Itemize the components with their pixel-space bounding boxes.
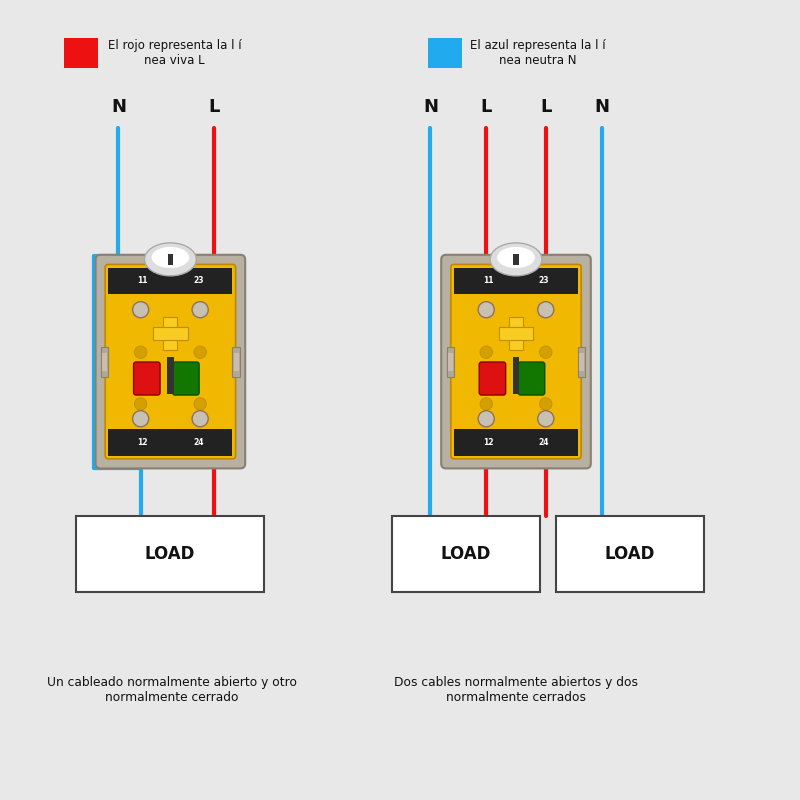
Text: L: L <box>540 98 551 116</box>
Text: LOAD: LOAD <box>441 545 491 563</box>
FancyBboxPatch shape <box>96 254 245 468</box>
FancyBboxPatch shape <box>134 362 160 395</box>
Bar <box>513 357 519 394</box>
Bar <box>392 516 540 592</box>
Circle shape <box>539 346 552 358</box>
Ellipse shape <box>151 247 190 268</box>
FancyBboxPatch shape <box>106 264 235 458</box>
Bar <box>428 38 462 68</box>
Text: L: L <box>209 98 220 116</box>
Text: 11: 11 <box>138 276 148 286</box>
Bar <box>64 38 98 68</box>
Bar <box>578 346 586 377</box>
FancyBboxPatch shape <box>518 362 545 395</box>
Ellipse shape <box>497 247 535 268</box>
Bar <box>454 430 578 455</box>
Circle shape <box>134 398 147 410</box>
Circle shape <box>194 346 206 358</box>
Circle shape <box>480 346 493 358</box>
Bar <box>102 353 107 370</box>
Circle shape <box>134 346 147 358</box>
Text: 11: 11 <box>483 276 494 286</box>
Text: LOAD: LOAD <box>145 545 195 563</box>
Circle shape <box>478 302 494 318</box>
Text: 23: 23 <box>538 276 549 286</box>
Bar <box>579 353 584 370</box>
Circle shape <box>133 410 149 427</box>
Bar <box>233 346 240 377</box>
Bar <box>109 267 232 294</box>
Text: 23: 23 <box>193 276 203 286</box>
Bar <box>163 317 178 350</box>
Text: El rojo representa la l í
nea viva L: El rojo representa la l í nea viva L <box>108 38 242 66</box>
Bar <box>153 327 188 340</box>
Text: L: L <box>481 98 492 116</box>
FancyBboxPatch shape <box>442 254 590 468</box>
Text: N: N <box>423 98 438 116</box>
Circle shape <box>133 302 149 318</box>
Bar <box>76 516 264 592</box>
Bar <box>446 346 454 377</box>
Circle shape <box>478 410 494 427</box>
Ellipse shape <box>145 243 196 276</box>
Circle shape <box>538 302 554 318</box>
Bar <box>556 516 704 592</box>
Text: Dos cables normalmente abiertos y dos
normalmente cerrados: Dos cables normalmente abiertos y dos no… <box>394 676 638 704</box>
Bar <box>234 353 238 370</box>
Bar <box>509 317 523 350</box>
Circle shape <box>539 398 552 410</box>
Bar <box>109 430 232 455</box>
FancyBboxPatch shape <box>451 264 581 458</box>
Text: N: N <box>111 98 126 116</box>
Circle shape <box>194 398 206 410</box>
Bar <box>513 254 519 265</box>
Text: LOAD: LOAD <box>605 545 655 563</box>
Bar <box>454 267 578 294</box>
Bar <box>448 353 453 370</box>
Circle shape <box>192 410 208 427</box>
Bar <box>498 327 534 340</box>
Circle shape <box>538 410 554 427</box>
Text: Un cableado normalmente abierto y otro
normalmente cerrado: Un cableado normalmente abierto y otro n… <box>47 676 297 704</box>
Bar <box>167 254 174 265</box>
Text: N: N <box>594 98 609 116</box>
Text: 24: 24 <box>538 438 549 447</box>
Circle shape <box>480 398 493 410</box>
Text: El azul representa la l í
nea neutra N: El azul representa la l í nea neutra N <box>470 38 606 66</box>
Circle shape <box>192 302 208 318</box>
Bar <box>101 346 109 377</box>
Text: 12: 12 <box>483 438 494 447</box>
Text: 24: 24 <box>193 438 203 447</box>
Bar <box>167 357 174 394</box>
FancyBboxPatch shape <box>479 362 506 395</box>
Text: 12: 12 <box>138 438 148 447</box>
FancyBboxPatch shape <box>173 362 199 395</box>
Ellipse shape <box>490 243 542 276</box>
